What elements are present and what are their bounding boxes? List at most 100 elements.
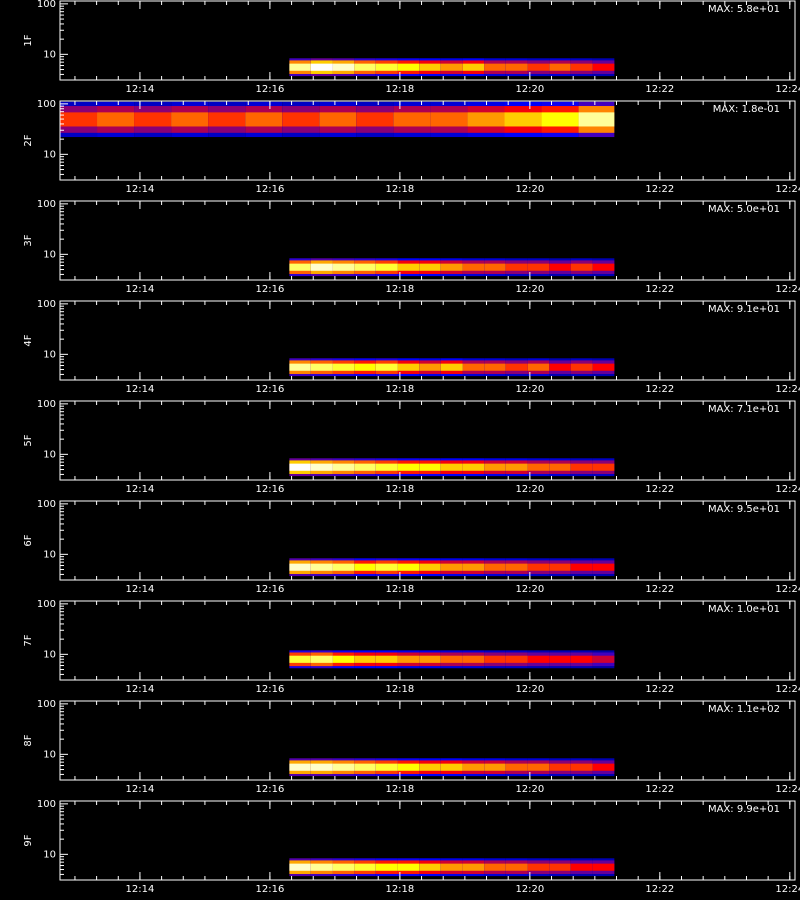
x-tick-label: 12:16	[255, 84, 284, 95]
cell-core	[419, 363, 441, 371]
cell-core	[397, 655, 420, 663]
cell-core	[592, 763, 615, 771]
y-tick-label: 100	[37, 499, 56, 510]
plot-frame	[59, 400, 796, 481]
cell-core	[310, 563, 333, 571]
y-tick-label: 10	[43, 49, 56, 60]
cell-core	[527, 363, 550, 371]
cell-core	[97, 112, 135, 127]
cell-core	[527, 863, 550, 871]
cell-core	[319, 112, 357, 127]
cell-core	[354, 863, 376, 871]
cell-core	[527, 563, 550, 571]
cell-core	[310, 863, 333, 871]
x-tick-label: 12:16	[255, 284, 284, 295]
cell-core	[289, 655, 311, 663]
cell-core	[570, 263, 593, 271]
x-tick-label: 12:14	[126, 284, 155, 295]
y-axis-label: 2F	[23, 134, 34, 146]
cell-core	[397, 463, 420, 471]
y-tick-label: 10	[43, 549, 56, 560]
cell-core	[332, 363, 355, 371]
x-tick-label: 12:24	[775, 784, 800, 795]
cell-core	[549, 563, 571, 571]
cell-core	[484, 263, 506, 271]
x-tick-label: 12:14	[126, 884, 155, 895]
cell-core	[484, 63, 506, 71]
y-tick-label: 10	[43, 449, 56, 460]
cell-core	[397, 563, 420, 571]
cell-core	[570, 63, 593, 71]
y-tick-label: 100	[37, 299, 56, 310]
cell-core	[549, 763, 571, 771]
cell-core	[541, 112, 579, 127]
cell-core	[332, 563, 355, 571]
cell-core	[332, 263, 355, 271]
x-tick-label: 12:22	[645, 784, 674, 795]
x-tick-label: 12:24	[775, 184, 800, 195]
cell-core	[419, 763, 441, 771]
cell-core	[462, 263, 485, 271]
x-tick-label: 12:20	[515, 784, 544, 795]
cell-core	[570, 863, 593, 871]
y-axis-label: 9F	[23, 834, 34, 846]
cell-core	[354, 563, 376, 571]
cell-core	[592, 655, 615, 663]
cell-core	[375, 655, 398, 663]
cell-core	[375, 863, 398, 871]
cell-core	[356, 112, 394, 127]
cell-core	[354, 463, 376, 471]
x-tick-label: 12:24	[775, 684, 800, 695]
y-axis-label: 1F	[23, 34, 34, 46]
cell-core	[592, 263, 615, 271]
cell-core	[375, 463, 398, 471]
x-tick-label: 12:22	[645, 284, 674, 295]
y-tick-label: 100	[37, 99, 56, 110]
cell-core	[484, 655, 506, 663]
x-tick-label: 12:16	[255, 784, 284, 795]
cell-core	[484, 463, 506, 471]
cell-core	[354, 763, 376, 771]
y-tick-label: 10	[43, 149, 56, 160]
x-tick-label: 12:14	[126, 84, 155, 95]
cell-core	[289, 63, 311, 71]
cell-core	[549, 363, 571, 371]
plot-frame	[59, 800, 796, 881]
cell-core	[527, 263, 550, 271]
cell-core	[440, 363, 463, 371]
cell-core	[375, 563, 398, 571]
cell-core	[289, 763, 311, 771]
cell-core	[504, 112, 542, 127]
cell-core	[289, 263, 311, 271]
x-tick-label: 12:20	[515, 684, 544, 695]
x-tick-label: 12:14	[126, 684, 155, 695]
y-axis-label: 7F	[23, 634, 34, 646]
cell-core	[397, 63, 420, 71]
max-label: MAX: 7.1e+01	[708, 404, 780, 415]
x-tick-label: 12:16	[255, 184, 284, 195]
cell-core	[419, 463, 441, 471]
x-tick-label: 12:16	[255, 684, 284, 695]
plot-frame	[59, 500, 796, 581]
x-tick-label: 12:24	[775, 284, 800, 295]
cell-core	[462, 863, 485, 871]
cell-core	[527, 463, 550, 471]
cell-core	[397, 263, 420, 271]
cell-core	[289, 363, 311, 371]
x-tick-label: 12:18	[385, 584, 414, 595]
cell-core	[208, 112, 246, 127]
cell-core	[171, 112, 209, 127]
cell-core	[393, 112, 431, 127]
cell-core	[289, 563, 311, 571]
cell-core	[549, 263, 571, 271]
x-tick-label: 12:18	[385, 84, 414, 95]
cell-core	[375, 763, 398, 771]
max-label: MAX: 9.5e+01	[708, 504, 780, 515]
x-tick-label: 12:16	[255, 884, 284, 895]
x-tick-label: 12:14	[126, 784, 155, 795]
cell-core	[527, 655, 550, 663]
cell-core	[310, 63, 333, 71]
cell-core	[505, 763, 528, 771]
x-tick-label: 12:18	[385, 284, 414, 295]
y-tick-label: 100	[37, 599, 56, 610]
